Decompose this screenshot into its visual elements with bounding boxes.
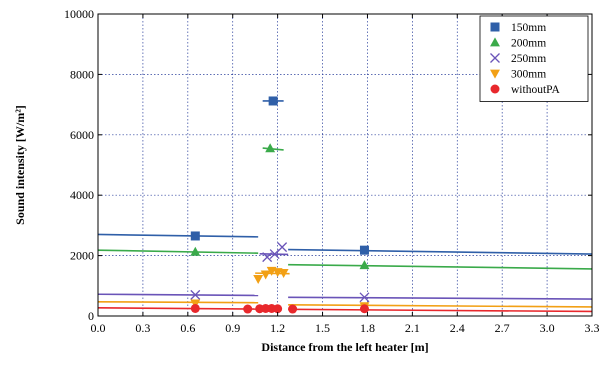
series-250mm-fit-line <box>288 296 593 300</box>
x-axis-title: Distance from the left heater [m] <box>261 340 428 354</box>
y-tick-label: 0 <box>88 309 94 323</box>
y-tick-label: 8000 <box>70 67 94 81</box>
series-200mm-point <box>359 260 370 270</box>
x-tick-label: 3.3 <box>585 321 600 335</box>
series-300mm-point <box>253 275 264 285</box>
x-tick-label: 0.3 <box>135 321 150 335</box>
legend-marker-150mm <box>490 22 500 32</box>
fit-lines <box>97 100 593 313</box>
x-tick-label: 1.5 <box>315 321 330 335</box>
series-150mm-fit-line <box>288 248 593 255</box>
x-tick-label: 2.7 <box>495 321 510 335</box>
series-withoutpa-fit-line <box>97 307 259 310</box>
series-150mm-fit-line <box>97 233 259 238</box>
series-withoutpa-point <box>190 303 200 313</box>
series-200mm-fit-line <box>97 249 259 254</box>
x-tick-label: 0.9 <box>225 321 240 335</box>
legend-marker-250mm <box>490 53 500 63</box>
data-points <box>190 96 370 314</box>
x-tick-label: 2.1 <box>405 321 420 335</box>
legend-marker-200mm <box>490 37 500 47</box>
legend-label-200mm: 200mm <box>511 38 546 50</box>
series-250mm-point <box>359 292 370 303</box>
y-axis-title: Sound intensity [W/m²] <box>13 105 27 225</box>
series-250mm-point <box>262 252 273 263</box>
legend-label-150mm: 150mm <box>511 22 546 34</box>
legend-label-withoutpa: withoutPA <box>511 84 560 96</box>
x-tick-label: 3.0 <box>540 321 555 335</box>
series-200mm-point <box>190 246 201 256</box>
plot-frame <box>97 13 593 317</box>
x-tick-label: 1.8 <box>360 321 375 335</box>
series-withoutpa-point <box>359 304 369 314</box>
series-200mm-fit-line <box>288 263 593 270</box>
axis-ticks: 0.0 0.3 0.6 0.9 1.2 1.5 1.8 2.1 2.4 2.7 3.0 3.3 0 200… <box>64 7 600 335</box>
series-250mm-fit-line <box>97 293 259 297</box>
series-300mm-point <box>278 268 289 278</box>
y-tick-label: 2000 <box>70 249 94 263</box>
series-250mm-point <box>190 289 201 300</box>
series-250mm-point <box>277 242 288 253</box>
series-150mm-point <box>359 245 369 255</box>
x-tick-label: 1.2 <box>270 321 285 335</box>
series-withoutpa-point <box>243 304 253 314</box>
legend-label-250mm: 250mm <box>511 53 546 65</box>
x-tick-label: 0.0 <box>91 321 106 335</box>
series-150mm-point <box>268 96 278 106</box>
legend-label-300mm: 300mm <box>511 69 546 81</box>
series-300mm-point <box>260 270 271 280</box>
y-tick-label: 6000 <box>70 128 94 142</box>
series-200mm-point <box>265 143 276 153</box>
series-withoutpa-point <box>288 304 298 314</box>
series-withoutpa-point <box>273 304 283 314</box>
series-150mm-point <box>190 231 200 241</box>
x-tick-label: 2.4 <box>450 321 465 335</box>
legend-marker-withoutpa <box>490 84 500 94</box>
legend: 150mm 200mm 250mm 300mm withoutPA <box>479 15 589 102</box>
series-withoutpa-fit-line <box>288 308 593 313</box>
legend-marker-300mm <box>490 69 500 79</box>
y-tick-label: 10000 <box>64 7 94 21</box>
y-tick-label: 4000 <box>70 188 94 202</box>
x-tick-label: 0.6 <box>180 321 195 335</box>
series-300mm-fit-line <box>288 304 593 308</box>
series-300mm-fit-line <box>97 301 259 304</box>
